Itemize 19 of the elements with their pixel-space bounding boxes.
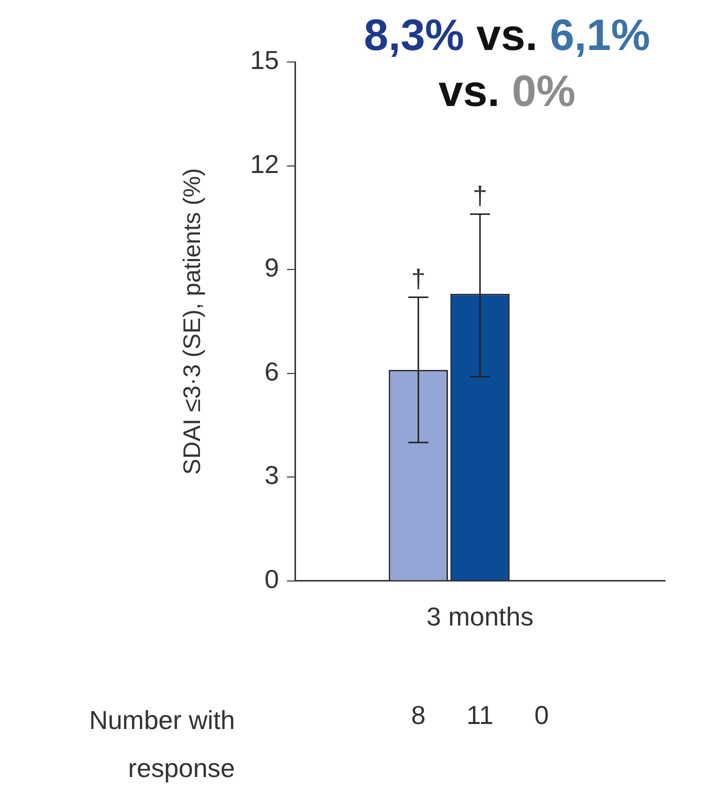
text: 11 bbox=[466, 700, 494, 730]
y-tick-label: 3 bbox=[264, 460, 279, 490]
y-tick-label: 15 bbox=[250, 45, 279, 76]
y-tick-label: 6 bbox=[264, 356, 279, 386]
annotation: † bbox=[472, 180, 488, 210]
text: 8 bbox=[411, 700, 426, 730]
text: vs. bbox=[476, 11, 538, 60]
text: 0 bbox=[534, 700, 549, 730]
annotation: † bbox=[411, 263, 426, 294]
text: 6,1% bbox=[550, 11, 650, 60]
y-tick-label: 0 bbox=[264, 564, 279, 594]
annotation: vs. bbox=[438, 67, 500, 116]
text: Number with response bbox=[88, 704, 235, 785]
annotation: 0% bbox=[512, 67, 576, 116]
y-tick-label: 12 bbox=[250, 148, 279, 179]
text: 8,3% bbox=[364, 11, 464, 60]
x-tick-label: 3 months bbox=[426, 602, 534, 632]
y-axis-title: SDAI ≤3·3 (SE), patients (%) bbox=[179, 168, 206, 475]
y-tick-label: 9 bbox=[264, 252, 279, 283]
